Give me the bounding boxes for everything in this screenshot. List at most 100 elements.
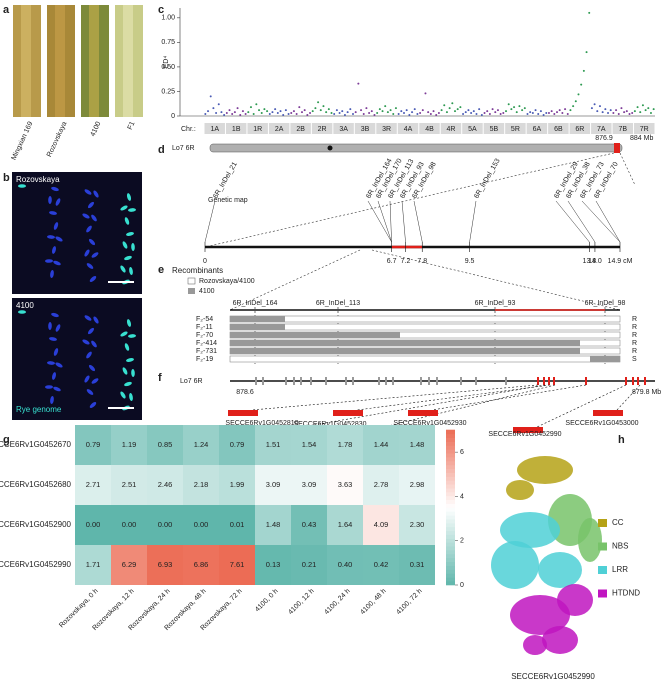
- legend-swatch: [598, 589, 607, 598]
- chromosome: [50, 270, 54, 278]
- point: [502, 112, 505, 115]
- y-axis-label: ED⁴: [163, 56, 170, 69]
- point: [279, 110, 282, 113]
- point: [644, 109, 647, 112]
- cell-label: 1.64: [338, 520, 353, 529]
- row-label: SECCE6Rv1G0452900: [0, 520, 72, 529]
- point: [231, 113, 234, 116]
- panel-label: h: [618, 434, 625, 446]
- cell: [255, 505, 291, 545]
- chr-label: 4A: [404, 126, 413, 133]
- cell: [183, 465, 219, 505]
- micro-label: 4100: [16, 301, 34, 310]
- gene-tick: [300, 377, 302, 385]
- colorbar-step: [446, 445, 455, 450]
- chr-label: 7A: [597, 126, 606, 133]
- point: [649, 112, 652, 115]
- point: [429, 113, 432, 116]
- gene-tick: [378, 377, 380, 385]
- colorbar-step: [446, 487, 455, 493]
- cell-label: 2.78: [374, 480, 389, 489]
- pos-start: 876.9: [595, 135, 613, 142]
- chr-label: 2R: [318, 126, 327, 133]
- cell: [111, 465, 147, 505]
- colorbar-step: [446, 460, 455, 466]
- legend-box: [187, 277, 196, 285]
- cell-label: 2.71: [86, 480, 101, 489]
- cell-label: 7.61: [230, 560, 245, 569]
- colorbar-step: [446, 495, 455, 501]
- phenotype: R: [632, 348, 637, 355]
- col-label: 4100, 12 h: [287, 588, 315, 616]
- line-4100: [230, 332, 400, 338]
- point: [526, 113, 529, 116]
- marker-label: 6R_InDel_98: [585, 300, 626, 307]
- cell: [363, 545, 399, 585]
- protein-domain: [538, 552, 582, 588]
- point: [499, 113, 502, 116]
- colorbar-step: [446, 538, 455, 543]
- leaf-stripe: [123, 5, 133, 117]
- chromosome: [45, 259, 53, 263]
- pos-end: 879.8 Mb: [632, 389, 661, 396]
- chromosome: [91, 252, 99, 258]
- chromosome: [47, 235, 55, 239]
- cell: [291, 545, 327, 585]
- point: [351, 113, 354, 116]
- chr-box: [440, 123, 462, 134]
- point: [314, 107, 317, 110]
- gene-tick: [385, 377, 387, 385]
- point: [601, 111, 604, 114]
- gene-label: SECCE6Rv1G0452830: [293, 421, 366, 428]
- marker-link: [367, 200, 392, 243]
- cell-label: 0.43: [302, 520, 317, 529]
- chr-box: [333, 123, 354, 134]
- cell: [147, 545, 183, 585]
- point: [582, 69, 585, 72]
- point: [378, 108, 381, 111]
- chromosome: [51, 186, 59, 192]
- point: [467, 109, 470, 112]
- chromosome-bar: [209, 143, 623, 153]
- marker-label: 6R_InDel_113: [316, 300, 360, 307]
- gene-tick: [460, 377, 462, 385]
- point: [349, 108, 352, 111]
- cell: [399, 505, 435, 545]
- gene-tick-red: [637, 377, 639, 385]
- map-tick-label: 13.8: [583, 258, 597, 265]
- point: [523, 107, 526, 110]
- colorbar-step: [446, 499, 455, 504]
- cell-label: 6.86: [194, 560, 209, 569]
- point: [585, 51, 588, 54]
- cell-label: 1.78: [338, 440, 353, 449]
- cell: [363, 505, 399, 545]
- point: [628, 113, 631, 116]
- gene-link: [356, 384, 551, 411]
- cell-label: 0.85: [158, 440, 173, 449]
- point: [443, 104, 446, 107]
- cell: [111, 425, 147, 465]
- cell: [255, 425, 291, 465]
- marker-link: [204, 200, 216, 243]
- point: [534, 109, 537, 112]
- chromosome: [124, 381, 132, 387]
- legend-label: CC: [612, 518, 624, 527]
- point: [357, 82, 360, 85]
- chr-box: [505, 123, 526, 134]
- point: [220, 111, 223, 114]
- line-4100: [230, 316, 285, 322]
- leaf-label: Mingxian 169: [11, 121, 35, 162]
- point: [292, 110, 295, 113]
- cell-label: 3.09: [302, 480, 317, 489]
- microscopy: [12, 172, 142, 294]
- point: [239, 114, 242, 117]
- protein-domain: [578, 518, 602, 562]
- cell: [327, 505, 363, 545]
- point: [478, 108, 481, 111]
- point: [381, 110, 384, 113]
- leaf-stripe: [55, 5, 65, 117]
- point: [373, 114, 376, 117]
- chr-box: [591, 123, 612, 134]
- chr-box: [419, 123, 440, 134]
- chromosome: [86, 351, 92, 359]
